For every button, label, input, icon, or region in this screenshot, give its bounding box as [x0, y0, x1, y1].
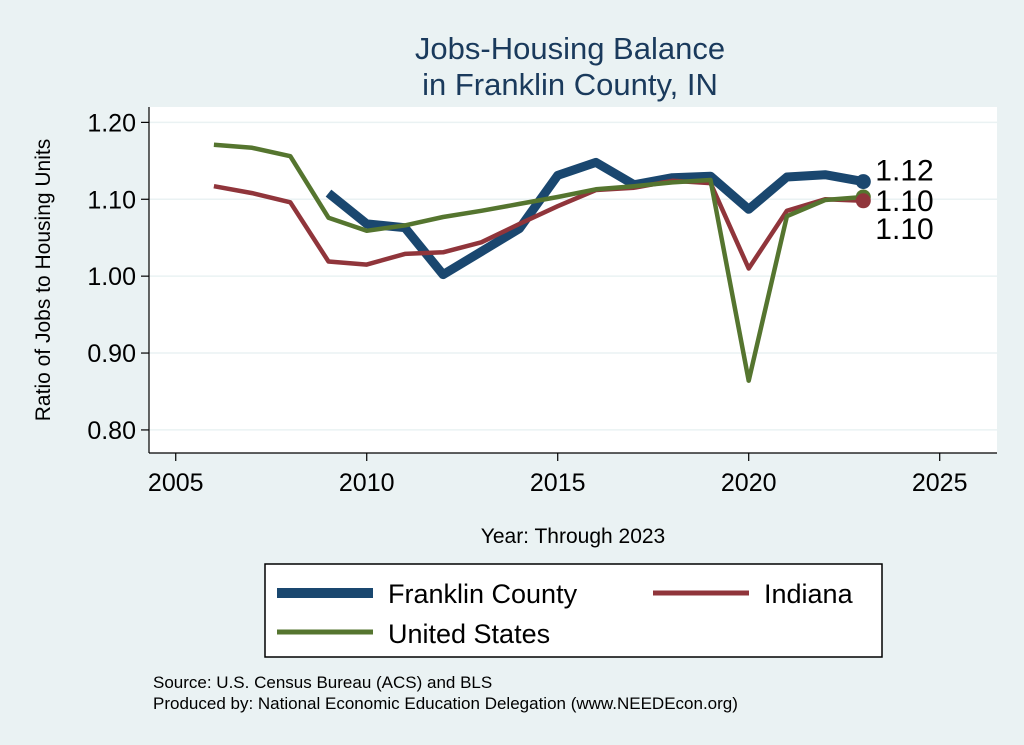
series-line-franklin-county [325, 157, 865, 280]
source-note: Source: U.S. Census Bureau (ACS) and BLS [153, 673, 492, 692]
end-label-indiana: 1.10 [875, 213, 933, 246]
end-label-united-states: 1.10 [875, 185, 933, 218]
y-tick-label: 1.20 [87, 109, 136, 137]
x-tick-label: 2025 [912, 469, 968, 497]
series-layer [213, 142, 865, 383]
end-markers [855, 174, 871, 209]
end-marker-indiana [855, 193, 871, 209]
end-marker-franklin-county [855, 174, 871, 190]
x-tick-label: 2020 [721, 469, 777, 497]
x-tick-label: 2010 [339, 469, 395, 497]
y-axis-title: Ratio of Jobs to Housing Units [32, 139, 55, 421]
x-axis-title: Year: Through 2023 [481, 525, 666, 548]
y-tick-label: 1.00 [87, 263, 136, 291]
legend-label-united-states: United States [388, 619, 550, 649]
y-tick-label: 1.10 [87, 186, 136, 214]
x-tick-label: 2005 [148, 469, 204, 497]
series-line-united-states [213, 142, 864, 383]
y-axis-ticks: 0.80 0.90 1.00 1.10 1.20 [87, 109, 149, 445]
x-axis-ticks: 2005 2010 2015 2020 2025 [148, 453, 968, 497]
y-tick-label: 0.90 [87, 340, 136, 368]
end-label-franklin-county: 1.12 [875, 155, 933, 188]
end-labels: 1.121.101.10 [875, 155, 933, 246]
legend-label-indiana: Indiana [764, 579, 854, 609]
producer-note: Produced by: National Economic Education… [153, 694, 738, 713]
plot-area [149, 107, 997, 453]
chart-title-line-2: in Franklin County, IN [422, 67, 718, 102]
chart-title-line-1: Jobs-Housing Balance [415, 31, 725, 66]
legend-label-franklin-county: Franklin County [388, 579, 578, 609]
legend-box [264, 563, 883, 658]
series-line-indiana [213, 178, 864, 271]
x-tick-label: 2015 [530, 469, 586, 497]
y-tick-label: 0.80 [87, 417, 136, 445]
legend: Franklin County Indiana United States [264, 563, 883, 658]
